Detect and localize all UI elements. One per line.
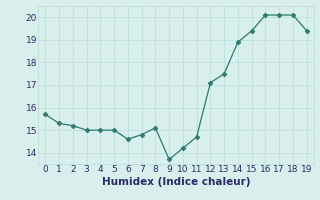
- X-axis label: Humidex (Indice chaleur): Humidex (Indice chaleur): [102, 177, 250, 187]
